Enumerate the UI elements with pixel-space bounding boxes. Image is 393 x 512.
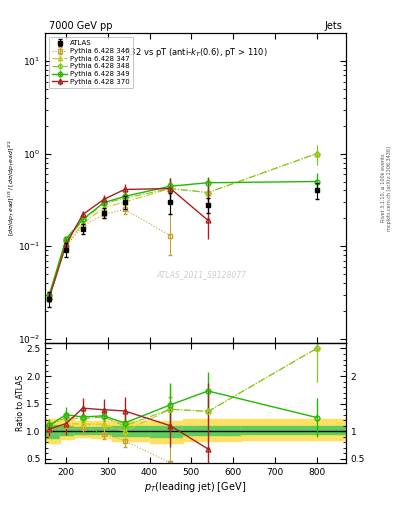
Text: 7000 GeV pp: 7000 GeV pp	[49, 20, 113, 31]
Y-axis label: Ratio to ATLAS: Ratio to ATLAS	[16, 375, 25, 431]
Text: Jets: Jets	[324, 20, 342, 31]
Text: R32 vs pT (anti-$k_T$(0.6), pT > 110): R32 vs pT (anti-$k_T$(0.6), pT > 110)	[124, 46, 267, 59]
X-axis label: $p_T$(leading jet) [GeV]: $p_T$(leading jet) [GeV]	[145, 480, 246, 494]
Text: ATLAS_2011_S9128077: ATLAS_2011_S9128077	[156, 270, 246, 280]
Text: mcplots.cern.ch [arXiv:1306.3436]: mcplots.cern.ch [arXiv:1306.3436]	[387, 146, 392, 230]
Y-axis label: $[d\sigma/dp_T\,ead]^{2/3}\,/\,[d\sigma/dp_T\,ead]^{2/2}$: $[d\sigma/dp_T\,ead]^{2/3}\,/\,[d\sigma/…	[6, 140, 17, 237]
Text: Rivet 3.1.10, ≥ 100k events: Rivet 3.1.10, ≥ 100k events	[381, 154, 386, 222]
Legend: ATLAS, Pythia 6.428 346, Pythia 6.428 347, Pythia 6.428 348, Pythia 6.428 349, P: ATLAS, Pythia 6.428 346, Pythia 6.428 34…	[49, 37, 133, 89]
